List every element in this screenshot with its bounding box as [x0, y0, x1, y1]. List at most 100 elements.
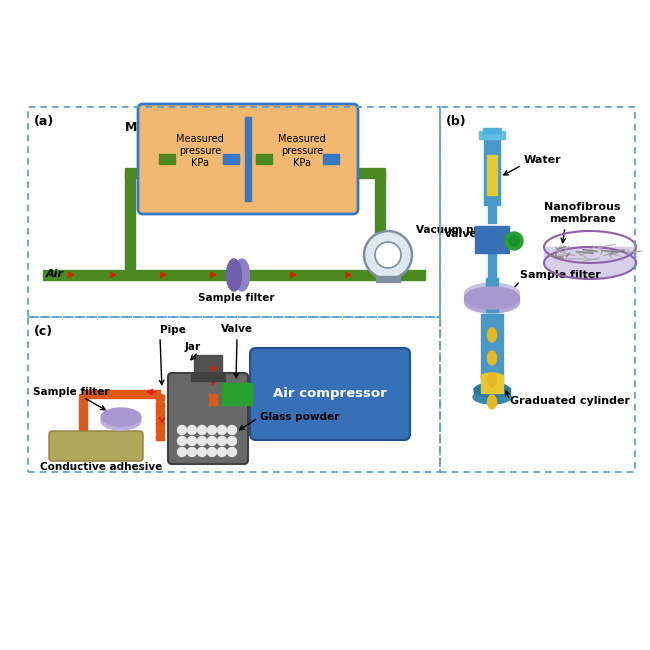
Circle shape	[509, 236, 519, 246]
Bar	[156, 403, 164, 408]
Circle shape	[207, 437, 216, 445]
Text: (b): (b)	[446, 115, 467, 128]
Circle shape	[198, 437, 207, 445]
Text: Pipe: Pipe	[160, 325, 186, 335]
Ellipse shape	[473, 390, 511, 404]
FancyBboxPatch shape	[250, 348, 410, 440]
Ellipse shape	[481, 373, 503, 381]
Bar	[479, 131, 505, 139]
Bar	[483, 128, 501, 133]
Ellipse shape	[235, 259, 250, 291]
Bar	[156, 427, 164, 432]
Text: Modular pressure Controller: Modular pressure Controller	[125, 121, 323, 134]
Bar	[191, 373, 225, 381]
Bar	[83, 390, 160, 398]
Bar	[28, 107, 440, 317]
Text: (c): (c)	[34, 325, 53, 338]
Text: Sample filter: Sample filter	[198, 293, 274, 303]
Bar	[486, 300, 498, 312]
Bar	[487, 155, 497, 195]
Circle shape	[187, 447, 196, 456]
Circle shape	[207, 426, 216, 434]
Circle shape	[227, 426, 237, 434]
Text: Sample filter: Sample filter	[520, 270, 601, 280]
Bar	[159, 154, 175, 164]
Text: Graduated cylinder: Graduated cylinder	[510, 396, 630, 406]
Text: (a): (a)	[34, 115, 54, 128]
Circle shape	[187, 426, 196, 434]
Circle shape	[177, 447, 187, 456]
Bar	[156, 411, 164, 416]
Ellipse shape	[474, 383, 510, 397]
Bar	[376, 276, 400, 282]
Bar	[216, 390, 222, 398]
Text: Conductive adhesive: Conductive adhesive	[40, 462, 162, 472]
Ellipse shape	[488, 395, 497, 409]
FancyBboxPatch shape	[49, 431, 143, 461]
Circle shape	[218, 447, 226, 456]
Bar	[256, 154, 272, 164]
Bar	[222, 383, 252, 405]
Bar	[481, 314, 503, 395]
Circle shape	[505, 232, 523, 250]
Bar	[323, 154, 339, 164]
Ellipse shape	[465, 287, 519, 309]
Bar	[209, 394, 217, 405]
Ellipse shape	[101, 412, 141, 430]
Ellipse shape	[488, 373, 497, 387]
Bar	[156, 419, 164, 424]
Ellipse shape	[101, 408, 141, 426]
Ellipse shape	[488, 351, 497, 365]
FancyBboxPatch shape	[138, 104, 358, 214]
Circle shape	[218, 437, 226, 445]
Circle shape	[207, 447, 216, 456]
FancyBboxPatch shape	[168, 373, 248, 464]
Bar	[125, 173, 135, 275]
Ellipse shape	[465, 291, 519, 313]
Bar	[440, 107, 635, 472]
Text: Air compressor: Air compressor	[273, 387, 387, 400]
Bar	[156, 394, 164, 440]
Ellipse shape	[465, 283, 519, 305]
Circle shape	[187, 437, 196, 445]
Text: Vacuum pump: Vacuum pump	[416, 225, 499, 235]
Bar	[486, 278, 498, 290]
Text: Valve: Valve	[221, 324, 253, 334]
Text: Measured
pressure
KPa: Measured pressure KPa	[176, 135, 224, 168]
Bar	[474, 388, 510, 397]
Circle shape	[227, 447, 237, 456]
Bar	[28, 317, 440, 472]
Circle shape	[177, 437, 187, 445]
Circle shape	[198, 426, 207, 434]
Ellipse shape	[544, 247, 636, 279]
Bar	[125, 168, 385, 178]
Bar	[488, 252, 496, 280]
Text: Valve: Valve	[444, 229, 478, 239]
Text: Measured
pressure
KPa: Measured pressure KPa	[278, 135, 326, 168]
Bar	[544, 247, 636, 263]
Bar	[43, 270, 425, 280]
Bar	[375, 173, 385, 275]
Text: Water: Water	[524, 155, 562, 165]
Text: Glass powder: Glass powder	[260, 412, 339, 422]
Bar	[156, 395, 164, 400]
Bar	[245, 117, 251, 201]
Circle shape	[227, 437, 237, 445]
Text: Nanofibrous
membrane: Nanofibrous membrane	[544, 202, 620, 224]
Bar	[194, 355, 222, 377]
Ellipse shape	[488, 328, 497, 342]
Bar	[79, 394, 87, 440]
Circle shape	[177, 426, 187, 434]
Circle shape	[364, 231, 412, 279]
Bar	[484, 137, 500, 205]
Circle shape	[375, 242, 401, 268]
Bar	[223, 154, 239, 164]
Bar	[488, 203, 496, 223]
Bar	[475, 226, 509, 253]
Ellipse shape	[226, 259, 242, 291]
Text: Air: Air	[46, 269, 64, 279]
Circle shape	[218, 426, 226, 434]
Bar	[481, 375, 503, 393]
Text: Sample filter: Sample filter	[33, 387, 109, 397]
Circle shape	[198, 447, 207, 456]
